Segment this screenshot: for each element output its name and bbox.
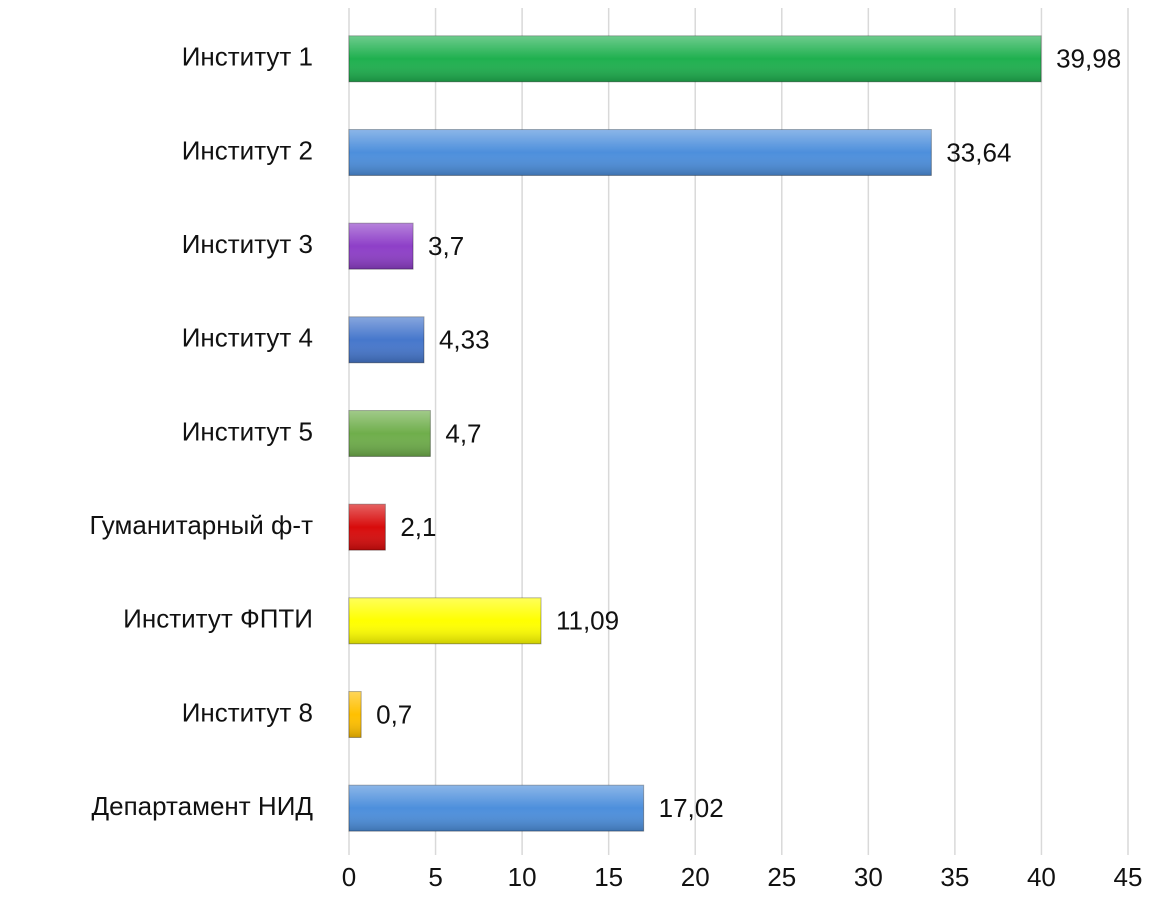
bar [348, 222, 414, 270]
value-label: 4,7 [445, 418, 481, 448]
value-label: 17,02 [659, 793, 724, 823]
x-tick-label: 35 [940, 862, 969, 892]
bar [348, 691, 362, 738]
bar [348, 129, 932, 176]
bar [348, 35, 1042, 83]
bar [348, 597, 542, 645]
x-tick-label: 40 [1027, 862, 1056, 892]
x-tick-label: 20 [681, 862, 710, 892]
y-tick-label: Институт 4 [182, 323, 313, 353]
x-tick-label: 0 [342, 862, 356, 892]
y-tick-label: Департамент НИД [92, 791, 314, 821]
value-label: 4,33 [439, 325, 490, 355]
value-label: 3,7 [428, 231, 464, 261]
x-tick-label: 25 [767, 862, 796, 892]
x-tick-label: 5 [428, 862, 442, 892]
y-tick-label: Институт 1 [182, 42, 313, 72]
value-label: 0,7 [376, 699, 412, 729]
value-label: 2,1 [400, 512, 436, 542]
bar [348, 316, 425, 364]
y-tick-label: Институт 2 [182, 135, 313, 165]
bar [348, 503, 386, 551]
value-label: 33,64 [946, 137, 1011, 167]
value-label: 39,98 [1056, 44, 1121, 74]
y-tick-label: Институт ФПТИ [123, 604, 313, 634]
x-tick-label: 45 [1114, 862, 1143, 892]
y-tick-label: Гуманитарный ф-т [89, 510, 313, 540]
x-tick-label: 15 [594, 862, 623, 892]
y-tick-label: Институт 5 [182, 416, 313, 446]
x-tick-label: 30 [854, 862, 883, 892]
y-tick-label: Институт 8 [182, 697, 313, 727]
x-tick-label: 10 [508, 862, 537, 892]
y-tick-label: Институт 3 [182, 229, 313, 259]
value-label: 11,09 [556, 606, 619, 636]
bar [348, 410, 431, 457]
bar [348, 784, 645, 832]
